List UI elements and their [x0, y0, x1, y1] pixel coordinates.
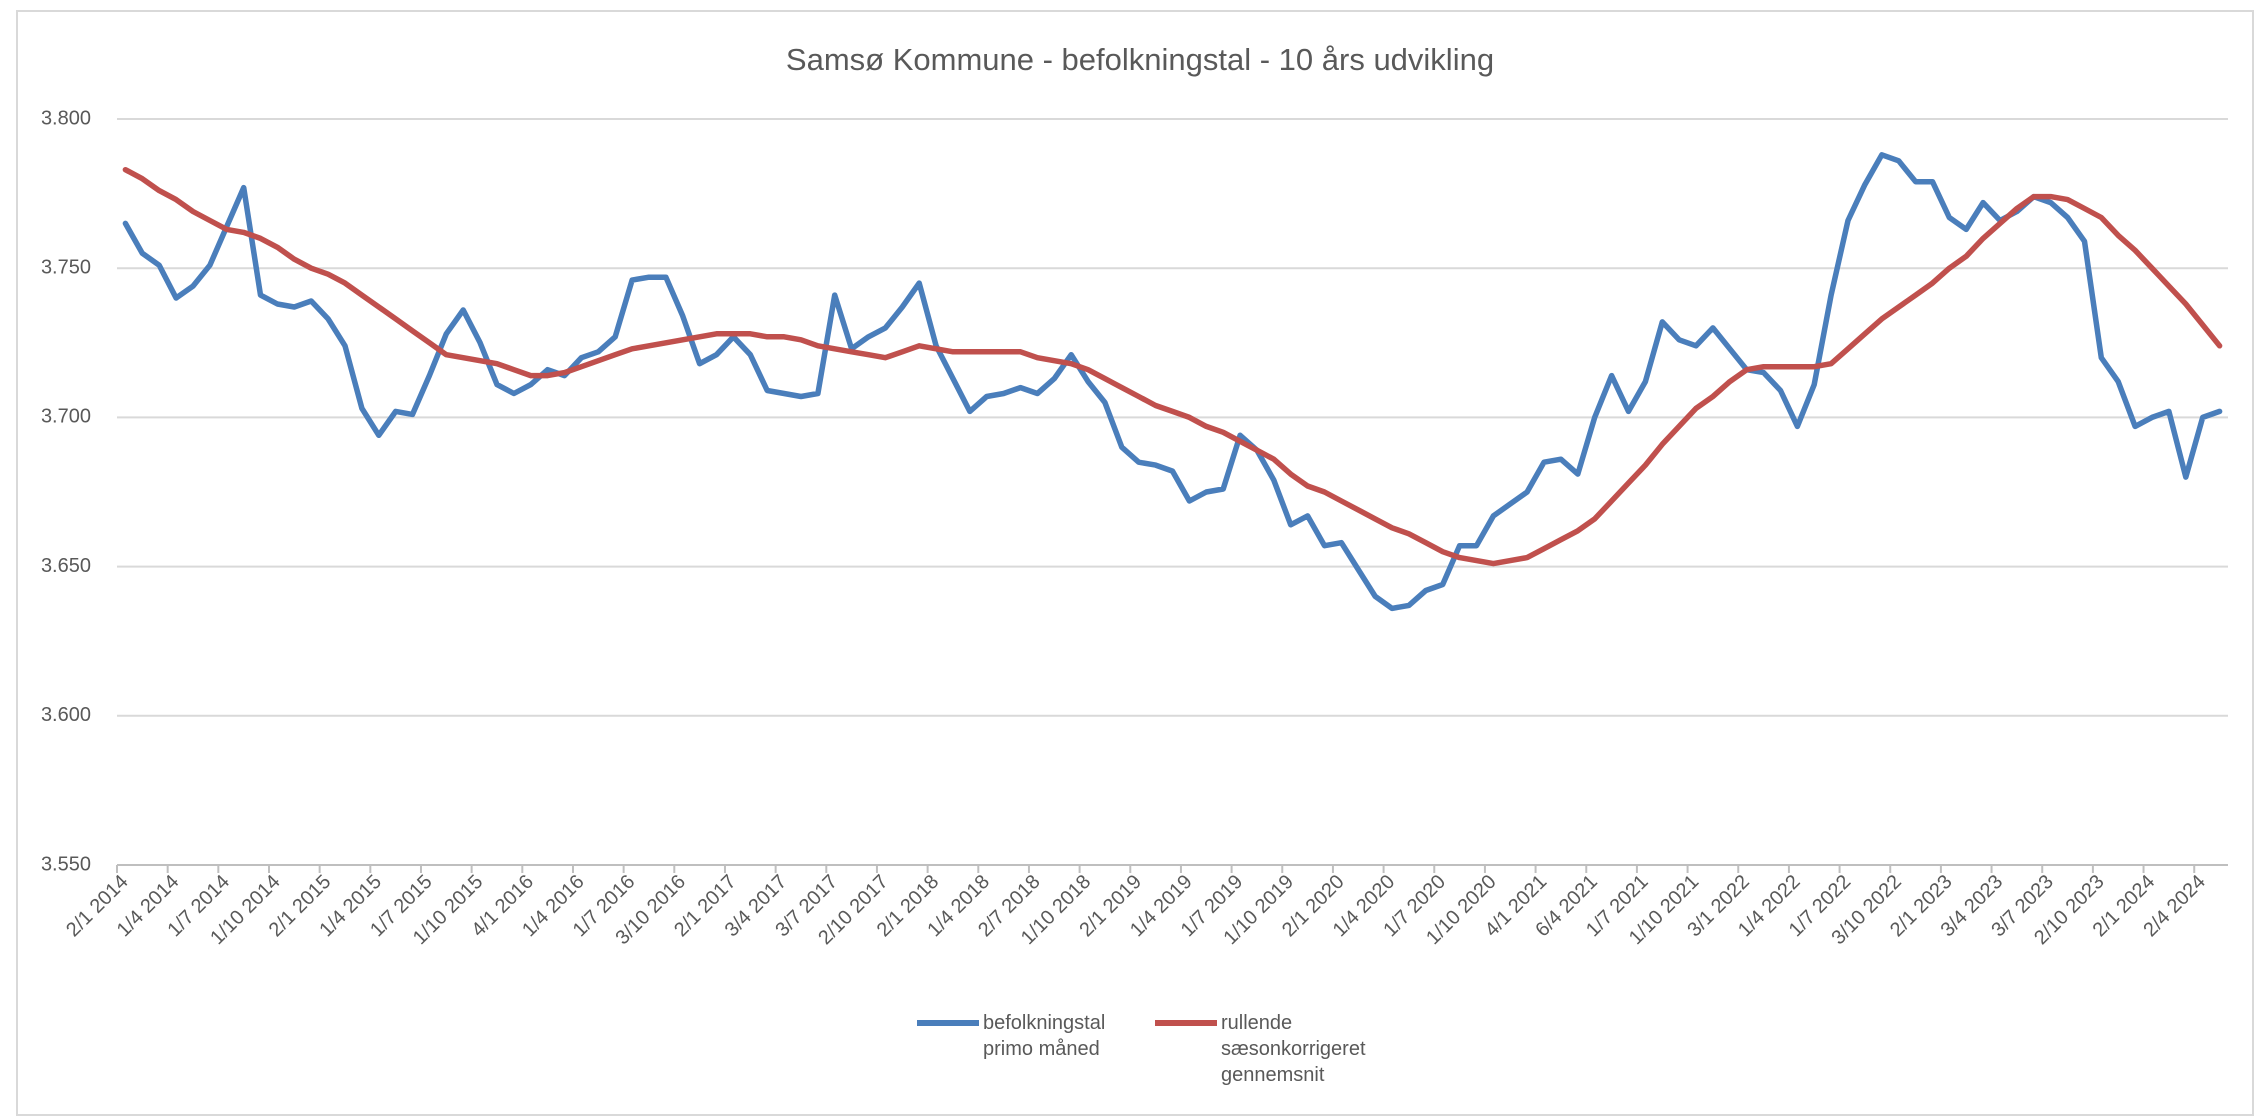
series-line [122, 166, 2223, 567]
legend-item: rullende sæsonkorrigeret gennemsnit [1155, 1010, 1391, 1088]
legend-swatch [917, 1020, 979, 1026]
y-tick-label: 3.550 [41, 853, 91, 875]
legend-label: rullende sæsonkorrigeret gennemsnit [1221, 1012, 1366, 1086]
series-line [122, 152, 2223, 612]
legend-swatch [1155, 1020, 1217, 1026]
y-tick-label: 3.650 [41, 555, 91, 577]
legend-item: befolkningstal primo måned [917, 1010, 1133, 1062]
legend-label: befolkningstal primo måned [983, 1012, 1106, 1060]
chart-border [16, 10, 2254, 1116]
y-tick-label: 3.600 [41, 704, 91, 726]
chart-title: Samsø Kommune - befolkningstal - 10 års … [786, 42, 1494, 77]
y-tick-label: 3.800 [41, 107, 91, 129]
y-tick-label: 3.700 [41, 406, 91, 428]
y-tick-label: 3.750 [41, 256, 91, 278]
